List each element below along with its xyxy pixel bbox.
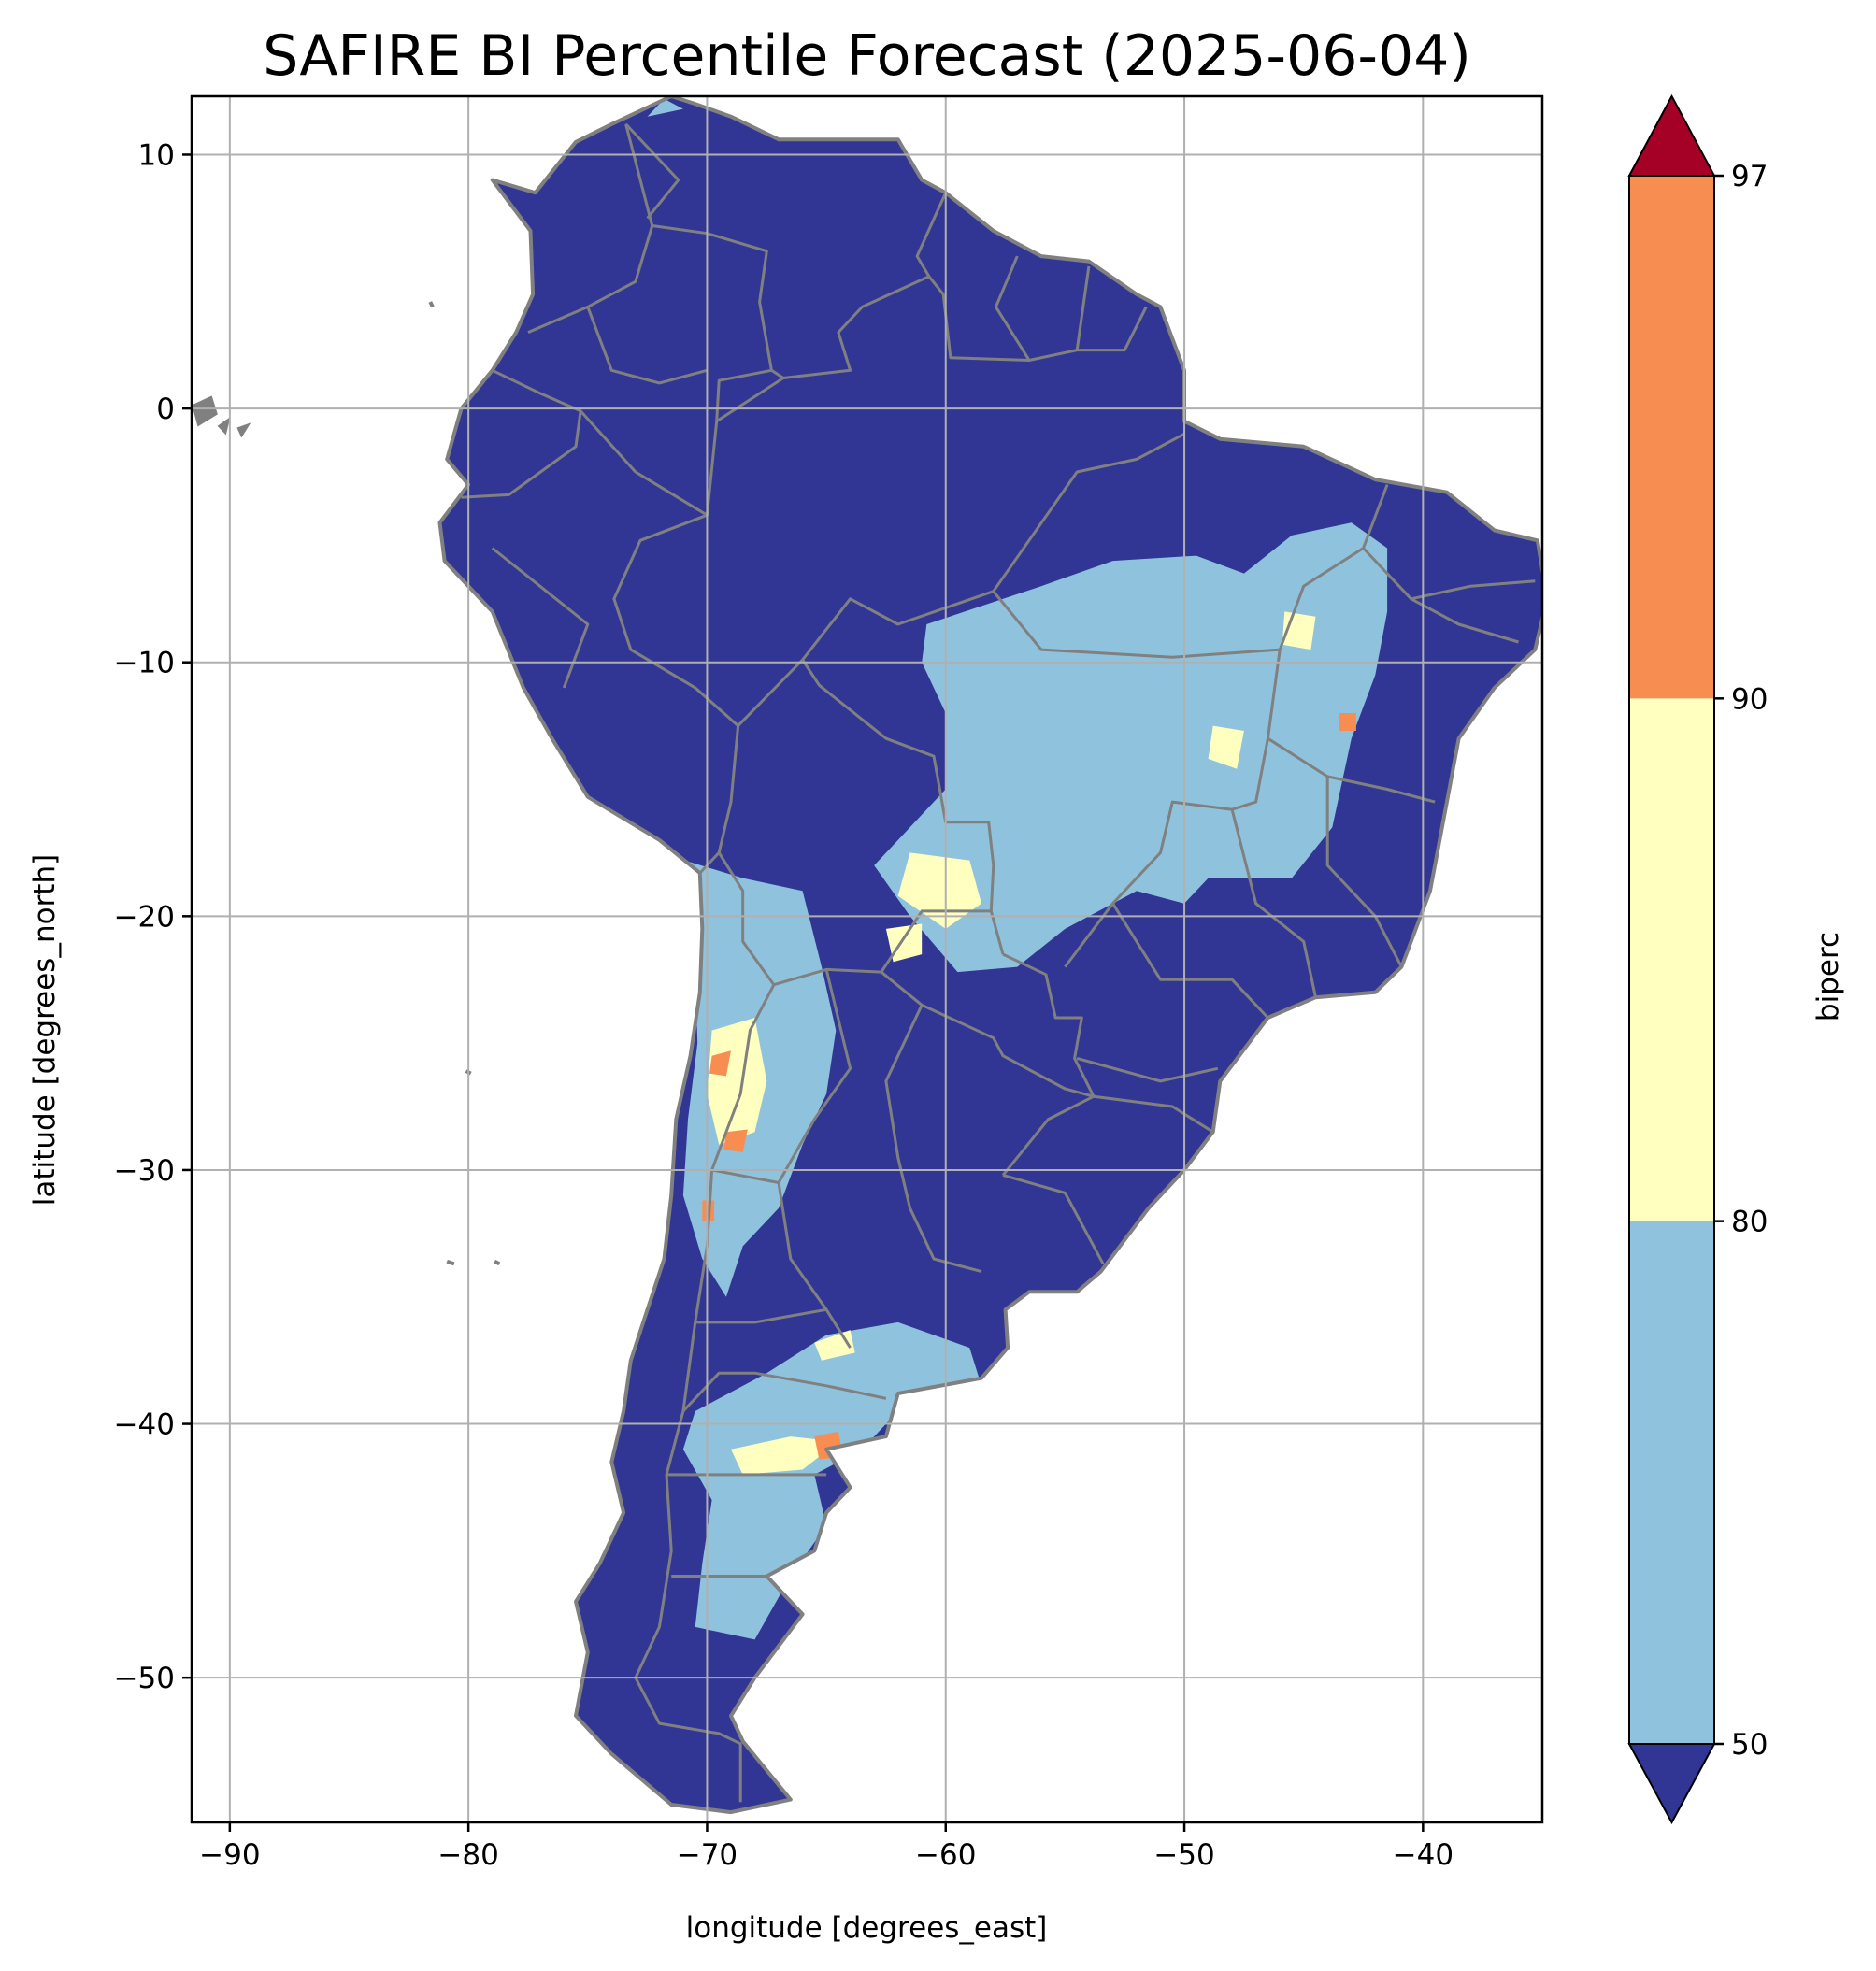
x-tick-label: −40: [1393, 1838, 1454, 1872]
x-tick-label: −80: [437, 1838, 498, 1872]
region-high: [707, 1018, 767, 1145]
border-line: [770, 275, 930, 379]
island: [236, 422, 251, 438]
border-line: [1075, 265, 1091, 350]
island: [494, 1259, 501, 1266]
island: [217, 417, 231, 436]
border-line: [579, 409, 740, 875]
island: [428, 301, 435, 308]
y-tick-label: −30: [114, 1154, 175, 1188]
border-line: [711, 1168, 780, 1184]
border-line: [1093, 1094, 1214, 1134]
region-moderate: [647, 98, 683, 117]
x-tick-label: −90: [199, 1838, 260, 1872]
x-tick-label: −70: [677, 1838, 738, 1872]
colorbar-frame: [1628, 175, 1715, 1745]
border-line: [1230, 808, 1317, 998]
x-tick-label: −50: [1153, 1838, 1214, 1872]
border-line: [695, 1307, 827, 1324]
y-tick-label: −50: [114, 1662, 175, 1695]
plot-area: [192, 96, 1542, 1822]
border-line: [1002, 952, 1096, 1097]
colorbar-tick-label: 97: [1731, 160, 1768, 193]
colorbar-segment: [1629, 1221, 1714, 1744]
border-line: [1267, 736, 1436, 804]
border-layer: [192, 96, 1542, 1815]
region-very_high: [723, 1129, 748, 1152]
y-tick-label: −20: [114, 900, 175, 934]
border-line: [915, 192, 1148, 362]
colorbar-segment: [1629, 176, 1714, 699]
border-line: [715, 377, 784, 422]
island: [192, 395, 218, 427]
border-line: [1111, 902, 1269, 1020]
y-tick-label: 0: [156, 393, 175, 426]
border-line: [1064, 649, 1282, 968]
grid-layer: [192, 96, 1542, 1822]
border-line: [491, 547, 590, 689]
colorbar-segment: [1629, 698, 1714, 1221]
border-line: [1278, 484, 1389, 650]
y-ticks: 10 0 −10 −20 −30 −40 −50: [114, 138, 192, 1695]
border-line: [880, 970, 1096, 1177]
border-line: [1325, 776, 1403, 968]
y-tick-label: −40: [114, 1408, 175, 1442]
border-line: [1362, 547, 1519, 644]
border-line: [884, 1004, 982, 1274]
island: [446, 1259, 455, 1266]
colorbar-extend-low: [1627, 1743, 1716, 1825]
region-very_high: [709, 1050, 731, 1077]
border-line: [527, 225, 654, 334]
colorbar-extend-high: [1627, 93, 1716, 177]
x-tick-label: −60: [915, 1838, 976, 1872]
region-very_high: [1339, 713, 1356, 731]
x-axis-label: longitude [degrees_east]: [685, 1911, 1048, 1945]
border-line: [994, 255, 1031, 362]
y-tick-label: 10: [138, 138, 175, 172]
x-ticks: −90 −80 −70 −60 −50 −40: [199, 1822, 1454, 1872]
region-high: [1208, 725, 1244, 769]
colorbar-tick-label: 80: [1731, 1206, 1768, 1239]
border-line: [461, 368, 582, 499]
border-line: [737, 658, 1005, 955]
border-line: [634, 851, 776, 1803]
border-line: [1411, 579, 1536, 601]
chart-title: SAFIRE BI Percentile Forecast (2025-06-0…: [263, 23, 1471, 89]
border-line: [1002, 1173, 1105, 1265]
border-line: [992, 432, 1185, 593]
region-high: [731, 1436, 838, 1475]
border-line: [586, 306, 708, 385]
border-line: [1076, 1056, 1219, 1083]
colorbar-tick-label: 50: [1731, 1728, 1768, 1762]
colorbar: 50 80 90 97: [1627, 93, 1768, 1825]
plot-frame: [190, 94, 1544, 1824]
border-line: [624, 122, 680, 220]
region-moderate: [874, 522, 1388, 973]
y-tick-label: −10: [114, 647, 175, 680]
colorbar-tick-label: 90: [1731, 682, 1768, 716]
